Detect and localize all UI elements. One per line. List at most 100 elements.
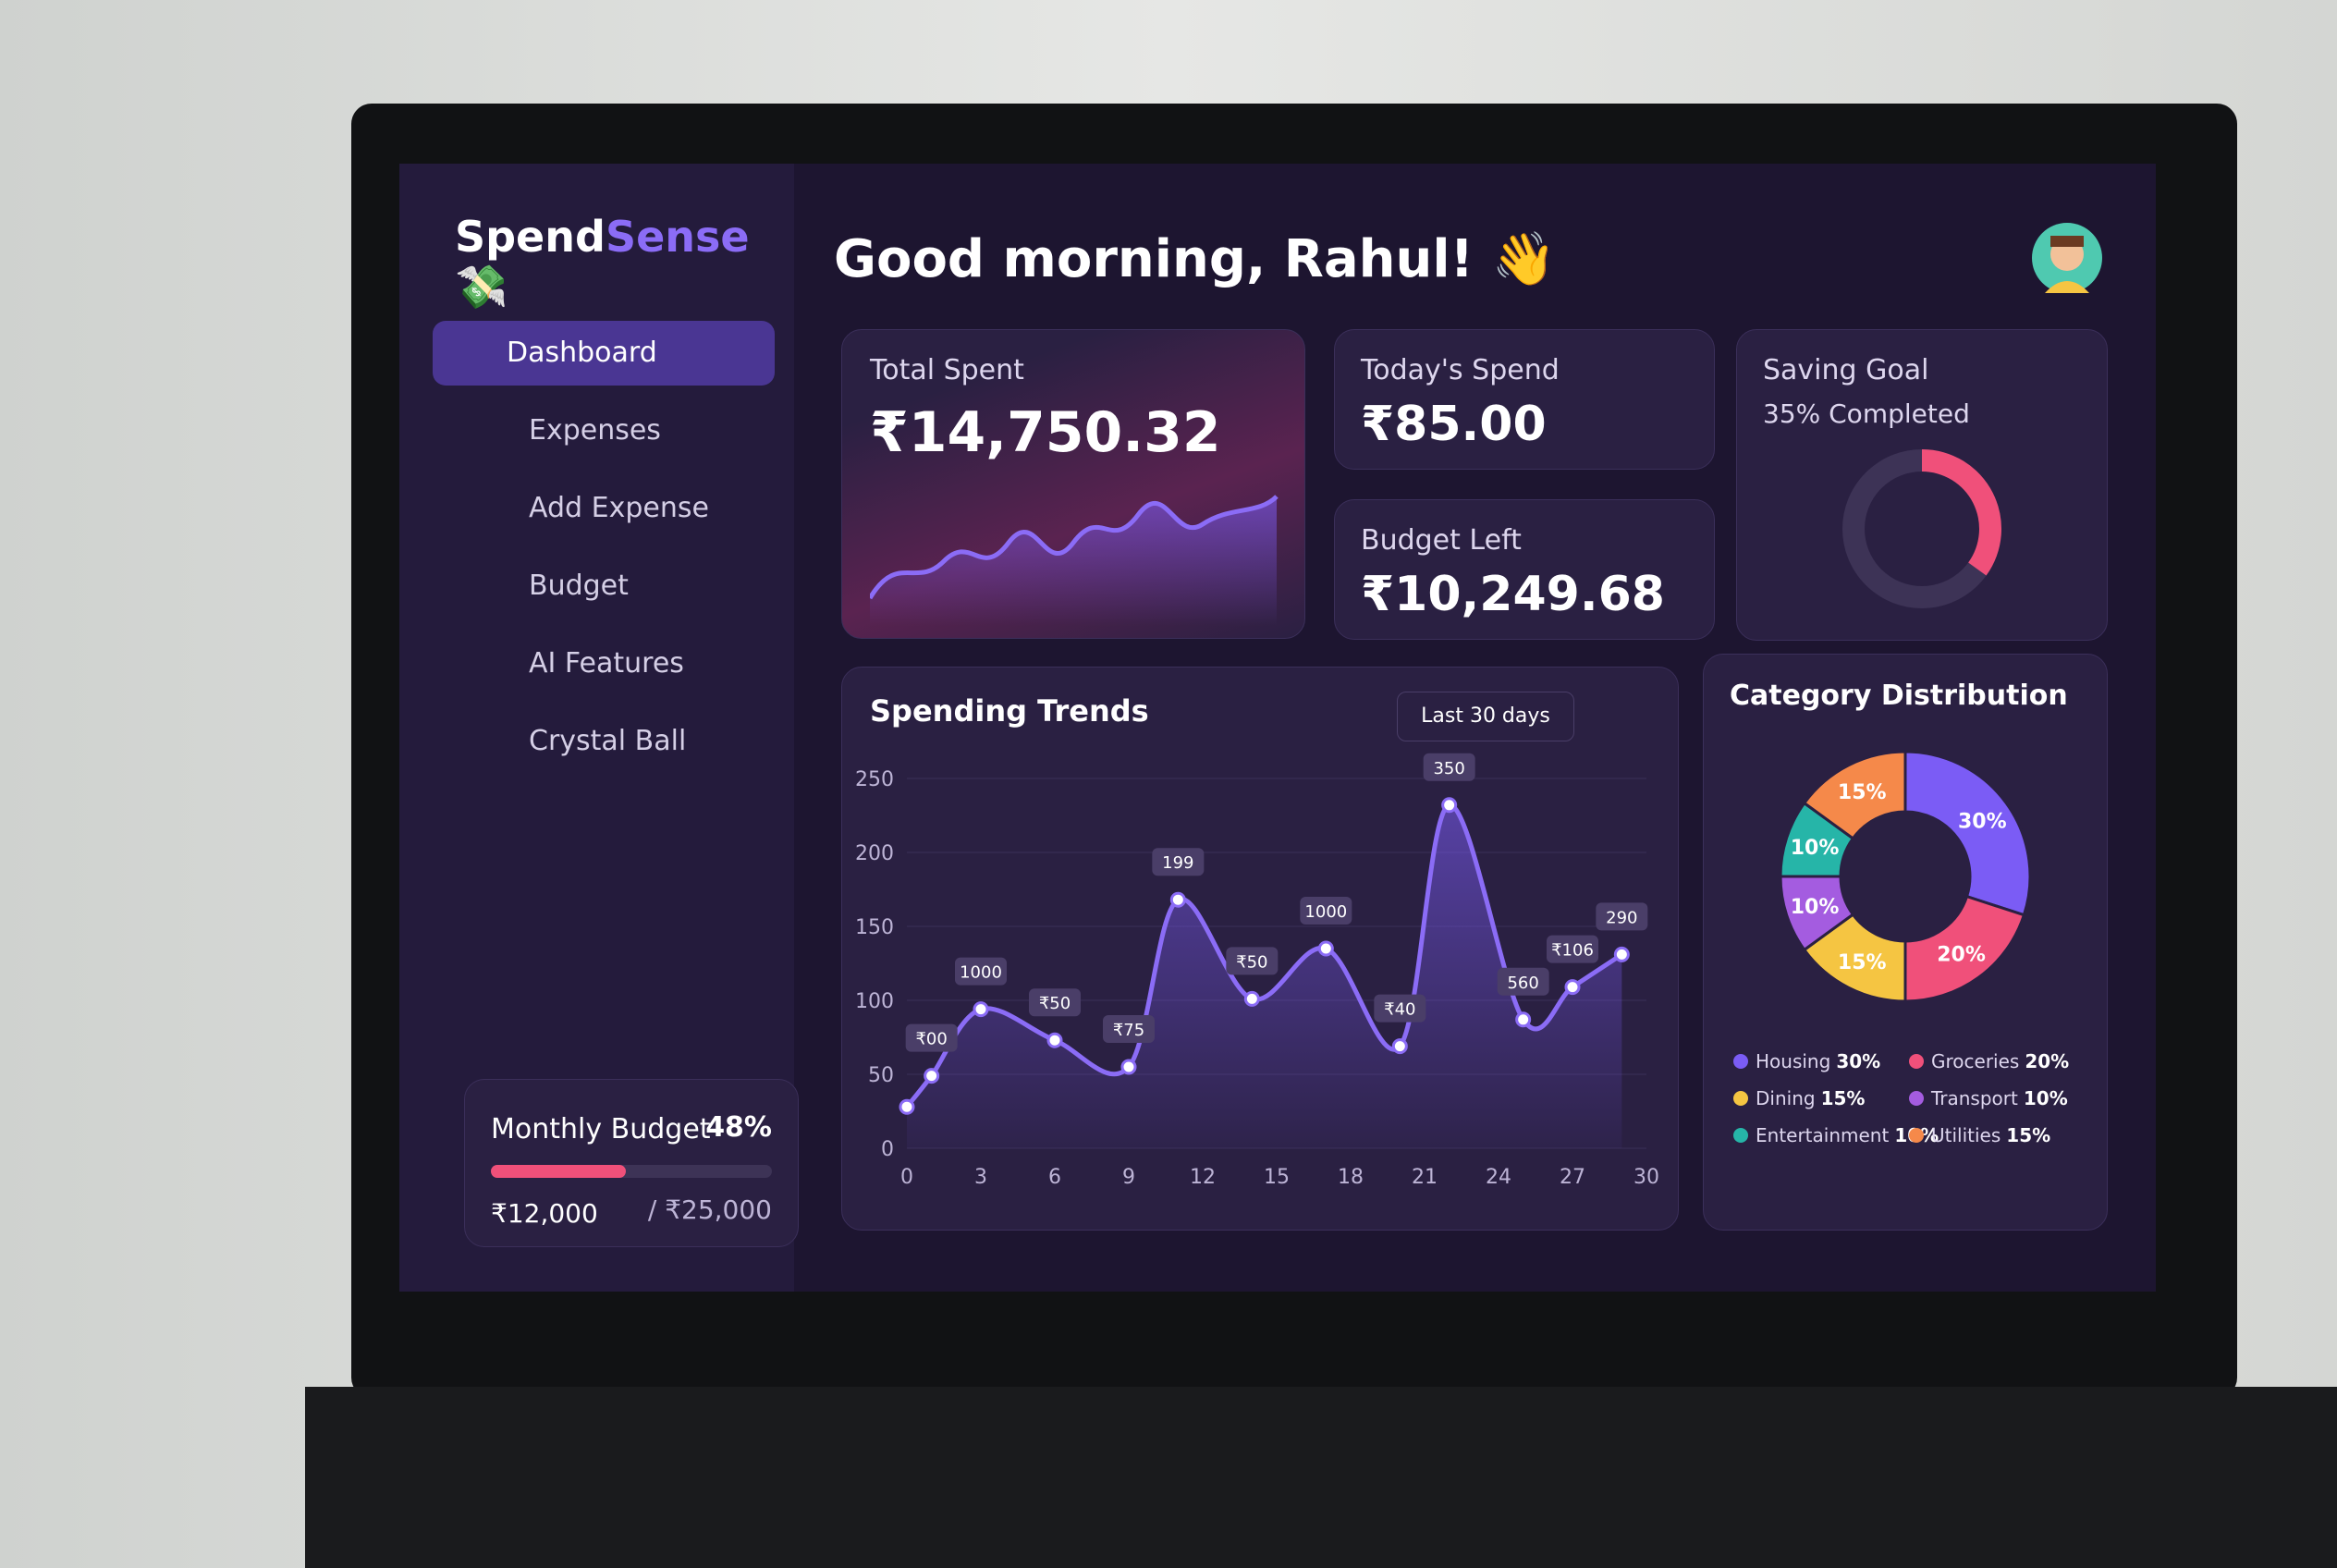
screen: SpendSense 💸 Dashboard Expenses Add Expe… bbox=[399, 164, 2156, 1292]
slice-label: 15% bbox=[1838, 781, 1887, 804]
chart-title: Spending Trends bbox=[870, 693, 1149, 729]
card-title: Budget Left bbox=[1361, 524, 1522, 557]
budget-percent: 48% bbox=[705, 1111, 772, 1144]
legend-label: Utilities bbox=[1931, 1124, 2001, 1146]
label-bg bbox=[1374, 994, 1426, 1023]
legend-swatch bbox=[1733, 1054, 1748, 1069]
card-amount: ₹14,750.32 bbox=[870, 400, 1221, 465]
sparkline bbox=[870, 495, 1279, 626]
x-tick-label: 27 bbox=[1560, 1166, 1585, 1189]
nav-item[interactable]: Crystal Ball bbox=[529, 725, 687, 757]
legend-label: Groceries bbox=[1931, 1050, 2019, 1072]
point-label: 1000 bbox=[1304, 902, 1347, 922]
point bbox=[1564, 979, 1581, 996]
todays-spend-card: Today's Spend ₹85.00 bbox=[1334, 329, 1715, 470]
label-bg bbox=[1497, 967, 1549, 996]
budget-track bbox=[491, 1165, 772, 1178]
donut-chart: Category Distribution 30% 20% 15% 10% 10% 15% H… bbox=[1730, 680, 2069, 1146]
brand-accent: Sense bbox=[605, 212, 750, 262]
point-label: ₹75 bbox=[1113, 1021, 1144, 1040]
y-tick-label: 200 bbox=[855, 842, 894, 865]
slice bbox=[1802, 750, 1907, 840]
goal-label: 35% Completed bbox=[1763, 398, 1970, 429]
x-tick-label: 6 bbox=[1048, 1166, 1061, 1189]
nav-item[interactable]: Add Expense bbox=[529, 492, 709, 524]
label-bg bbox=[955, 957, 1007, 986]
x-tick-label: 21 bbox=[1412, 1166, 1438, 1189]
x-tick-label: 3 bbox=[974, 1166, 987, 1189]
point-label: 1000 bbox=[960, 963, 1002, 983]
x-tick-label: 0 bbox=[900, 1166, 913, 1189]
card-title: Saving Goal bbox=[1763, 354, 1929, 386]
slice-label: 10% bbox=[1791, 896, 1840, 919]
card-title: Today's Spend bbox=[1361, 354, 1560, 386]
point bbox=[1046, 1032, 1063, 1048]
nav-item[interactable]: Expenses bbox=[529, 414, 661, 447]
point bbox=[924, 1068, 940, 1084]
x-tick-label: 9 bbox=[1122, 1166, 1135, 1189]
point bbox=[1169, 891, 1186, 908]
point-label: 350 bbox=[1433, 759, 1464, 778]
spending-trends-card: Last 30 days Spending Trends 0 50 100 150 200… bbox=[841, 667, 1679, 1231]
label-bg bbox=[1547, 935, 1598, 963]
label-bg bbox=[1103, 1015, 1155, 1043]
point-label: ₹106 bbox=[1551, 941, 1594, 961]
brand: SpendSense 💸 bbox=[455, 212, 794, 312]
budget-total: / ₹25,000 bbox=[647, 1194, 772, 1225]
legend-swatch bbox=[1909, 1128, 1924, 1143]
legend-swatch bbox=[1909, 1054, 1924, 1069]
point bbox=[899, 1098, 915, 1115]
brand-main: Spend bbox=[455, 212, 606, 262]
legend-value: 20% bbox=[2025, 1050, 2069, 1072]
point-label: 560 bbox=[1507, 974, 1538, 993]
line-chart: Spending Trends 0 50 100 150 200 250 0 3 6 9 12 15 18… bbox=[855, 693, 1659, 1189]
category-card: Category Distribution 30% 20% 15% 10% 10% 15% H… bbox=[1703, 654, 2108, 1231]
point-label: 199 bbox=[1162, 853, 1193, 873]
point bbox=[1317, 940, 1334, 957]
legend-label: Housing bbox=[1756, 1050, 1830, 1072]
y-tick-label: 100 bbox=[855, 990, 894, 1013]
legend-swatch bbox=[1909, 1091, 1924, 1106]
slice-label: 15% bbox=[1838, 951, 1887, 974]
avatar[interactable] bbox=[2032, 223, 2102, 293]
point bbox=[1120, 1059, 1137, 1075]
point bbox=[1243, 990, 1260, 1007]
budget-title: Monthly Budget bbox=[491, 1113, 711, 1145]
point bbox=[1441, 797, 1458, 814]
slice-label: 10% bbox=[1791, 837, 1840, 860]
budget-spent: ₹12,000 bbox=[491, 1198, 598, 1229]
point-label: ₹50 bbox=[1039, 994, 1071, 1013]
keyboard bbox=[305, 1387, 2337, 1568]
budget-left-card: Budget Left ₹10,249.68 bbox=[1334, 499, 1715, 640]
chart-title: Category Distribution bbox=[1730, 680, 2068, 712]
saving-goal-card: Saving Goal 35% Completed bbox=[1736, 329, 2108, 641]
x-tick-label: 24 bbox=[1486, 1166, 1511, 1189]
legend-label: Entertainment bbox=[1756, 1124, 1889, 1146]
legend-value: 30% bbox=[1836, 1050, 1880, 1072]
label-bg bbox=[1226, 947, 1279, 975]
goal-arc bbox=[1922, 449, 2001, 576]
point bbox=[1391, 1038, 1408, 1055]
point bbox=[1613, 946, 1630, 962]
y-tick-label: 150 bbox=[855, 916, 894, 939]
greeting: Good morning, Rahul! 👋 bbox=[834, 229, 1557, 289]
legend-label: Dining bbox=[1756, 1087, 1816, 1109]
nav-item[interactable]: Dashboard bbox=[433, 321, 775, 386]
goal-ring bbox=[1842, 449, 2001, 608]
point-label: 290 bbox=[1606, 908, 1637, 927]
point bbox=[1515, 1011, 1532, 1028]
budget-fill bbox=[491, 1165, 626, 1178]
nav-item[interactable]: Budget bbox=[529, 570, 629, 602]
sidebar: SpendSense 💸 Dashboard Expenses Add Expe… bbox=[399, 164, 799, 1292]
point bbox=[973, 1001, 989, 1018]
y-tick-label: 250 bbox=[855, 768, 894, 791]
period-select[interactable]: Last 30 days bbox=[1397, 692, 1574, 741]
nav-item[interactable]: AI Features bbox=[529, 647, 684, 680]
point-label: ₹50 bbox=[1236, 952, 1267, 972]
y-tick-label: 50 bbox=[868, 1064, 894, 1087]
label-bg bbox=[1300, 897, 1352, 925]
monthly-budget-card: Monthly Budget 48% ₹12,000 / ₹25,000 bbox=[464, 1079, 799, 1247]
label-bg bbox=[1029, 988, 1081, 1017]
label-bg bbox=[1596, 902, 1648, 931]
